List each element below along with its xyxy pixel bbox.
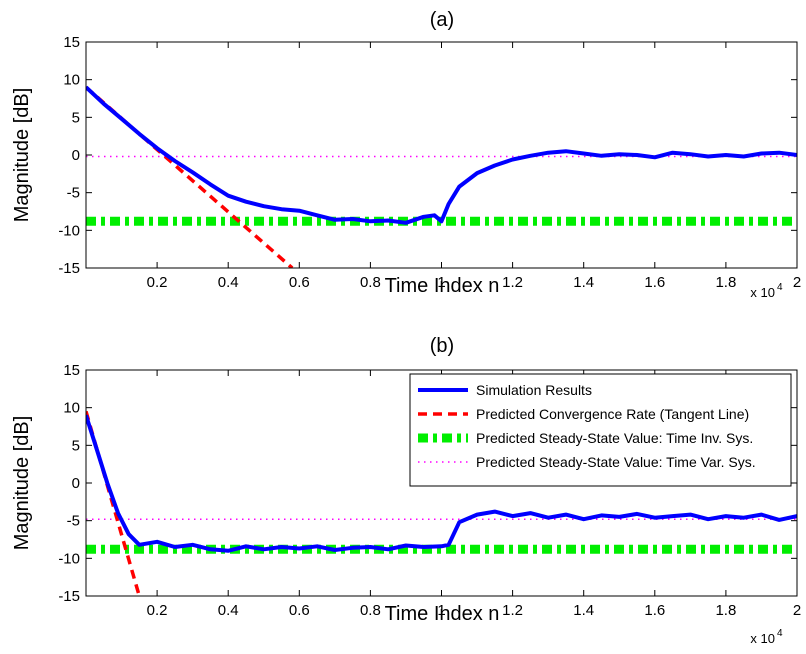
panel-b-title: (b) [430,335,454,357]
panel-a-x-multiplier: x 10 [750,285,775,300]
y-tick-label: 5 [72,109,80,126]
y-tick-label: 15 [63,34,80,51]
y-tick-label: 15 [63,362,80,379]
panel-a-axes-frame [85,41,798,269]
y-tick-label: 0 [72,475,80,492]
y-tick-label: -5 [67,513,80,530]
y-tick-label: -15 [58,260,80,277]
x-tick-label: 1.4 [573,274,594,291]
x-tick-label: 1 [437,602,445,619]
y-tick-label: -10 [58,222,80,239]
series-line-solid-thick [86,414,797,553]
x-tick-label: 1.4 [573,602,594,619]
panel-a-x-multiplier-exponent: 4 [777,282,783,293]
legend-box [409,373,792,487]
legend-entry-label: Predicted Steady-State Value: Time Inv. … [476,430,753,446]
y-tick-label: -15 [58,588,80,605]
x-tick-label: 1 [437,274,445,291]
x-tick-label: 2 [793,602,801,619]
x-tick-label: 1.2 [502,274,523,291]
panel-b: (b) 15 10 5 0 -5 -10 -15 0.2 0.4 0.6 0.8 1 1.2 1.4 1.6… [11,335,801,646]
y-tick-label: -10 [58,550,80,567]
x-tick-label: 1.6 [644,602,665,619]
x-tick-label: 1.6 [644,274,665,291]
panel-b-ylabel: Magnitude [dB] [11,416,33,551]
panel-b-x-multiplier: x 10 [750,631,775,646]
panel-b-xlabel: Time Index n [385,603,500,625]
x-tick-label: 0.4 [218,602,239,619]
legend: Simulation Results Predicted Convergence … [409,373,792,487]
panel-b-x-multiplier-exponent: 4 [777,628,783,639]
x-tick-label: 0.8 [360,602,381,619]
y-tick-label: -5 [67,185,80,202]
x-tick-label: 0.2 [147,274,168,291]
y-tick-label: 10 [63,400,80,417]
x-tick-label: 0.2 [147,602,168,619]
panel-b-axes-frame [85,369,798,597]
x-tick-label: 0.6 [289,602,310,619]
panel-a-ylabel: Magnitude [dB] [11,88,33,223]
legend-entry-label: Predicted Steady-State Value: Time Var. … [476,454,756,470]
x-tick-label: 2 [793,274,801,291]
panel-a-title: (a) [430,9,454,31]
x-tick-label: 1.2 [502,602,523,619]
x-tick-label: 0.8 [360,274,381,291]
panel-a: (a) 15 10 5 0 -5 -10 -15 0.2 0.4 0.6 0.8 1 1.2 1.4 1.6… [11,9,801,300]
y-tick-label: 5 [72,437,80,454]
series-line-solid-thick [86,85,797,225]
y-tick-label: 0 [72,147,80,164]
legend-entry-label: Predicted Convergence Rate (Tangent Line… [476,406,749,422]
legend-entry-label: Simulation Results [476,382,592,398]
panel-a-xlabel: Time Index n [385,275,500,297]
y-tick-label: 10 [63,72,80,89]
x-tick-label: 1.8 [715,274,736,291]
x-tick-label: 1.8 [715,602,736,619]
x-tick-label: 0.6 [289,274,310,291]
x-tick-label: 0.4 [218,274,239,291]
